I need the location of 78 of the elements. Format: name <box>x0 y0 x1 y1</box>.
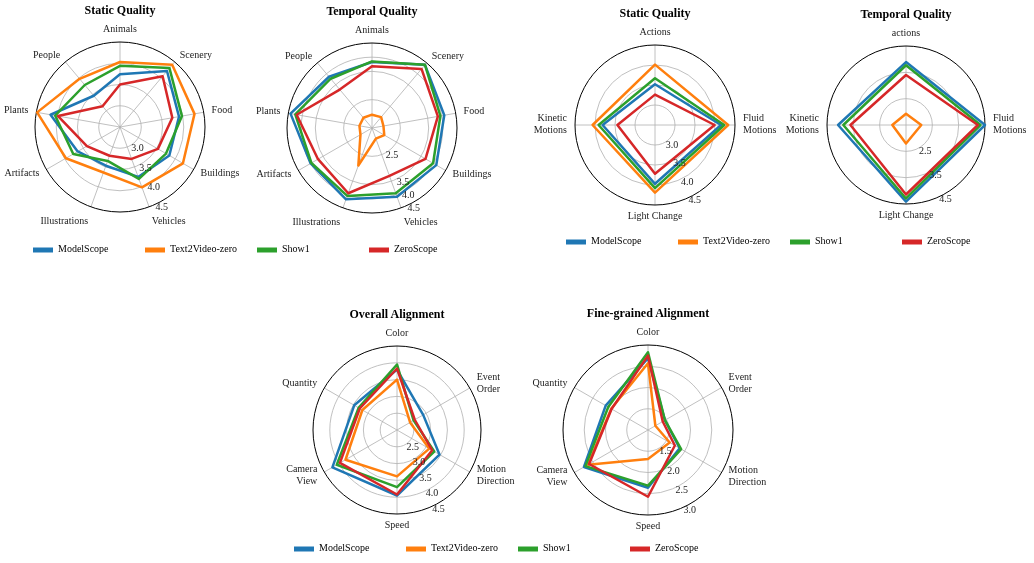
spoke-label: Kinetic Motions <box>785 112 820 136</box>
y-tick-label: 4.0 <box>680 175 694 187</box>
spoke-label: Plants <box>255 105 281 117</box>
spoke-label: Light Change <box>627 210 683 222</box>
spoke-label: Plants <box>3 104 29 116</box>
spoke-label: Motion Direction <box>476 463 515 487</box>
spoke-label: Fluid Motions <box>993 112 1027 136</box>
chart-title: Temporal Quality <box>860 7 952 21</box>
spoke-label: Fluid Motions <box>743 112 777 136</box>
chart-title: Temporal Quality <box>326 4 418 18</box>
spoke-label: Artifacts <box>256 167 292 179</box>
y-tick-label: 4.5 <box>688 194 702 206</box>
spoke-label: Color <box>385 327 410 339</box>
y-tick-label: 3.5 <box>139 161 152 173</box>
spoke-label: actions <box>891 27 921 39</box>
spoke-label: Animals <box>355 24 390 36</box>
spoke-label: Motion Direction <box>728 463 767 487</box>
legend-label: ZeroScope <box>927 235 971 247</box>
spoke-label: Event Order <box>728 370 753 394</box>
legend-label: Show1 <box>282 243 310 255</box>
spoke-label: Scenery <box>179 49 212 61</box>
y-tick-label: 4.0 <box>402 188 415 200</box>
legend-label: ModelScope <box>319 542 371 554</box>
y-tick-label: 3.5 <box>673 157 686 169</box>
y-tick-label: 3.0 <box>683 503 697 515</box>
chart-title: Static Quality <box>84 3 156 17</box>
spoke-label: Buildings <box>200 166 240 178</box>
y-tick-label: 2.5 <box>385 149 399 161</box>
y-tick-label: 2.5 <box>675 484 688 496</box>
spoke-label: Artifacts <box>4 166 40 178</box>
legend-label: Show1 <box>815 235 843 247</box>
spoke-label: Speed <box>384 519 410 531</box>
chart-title: Static Quality <box>619 6 691 20</box>
spoke-label: Kinetic Motions <box>533 112 568 136</box>
y-tick-label: 3.5 <box>396 175 410 187</box>
spoke-label: Vehicles <box>151 215 186 227</box>
y-tick-label: 4.5 <box>939 193 952 205</box>
y-tick-label: 3.5 <box>419 471 432 483</box>
y-tick-label: 4.0 <box>425 487 439 499</box>
y-tick-label: 4.0 <box>147 181 160 193</box>
legend-label: Text2Video-zero <box>703 235 771 247</box>
y-tick-label: 2.5 <box>406 440 419 452</box>
spoke-label: People <box>33 49 61 61</box>
y-tick-label: 4.5 <box>432 502 445 514</box>
spoke-label: Animals <box>103 23 138 35</box>
spoke-label: Quantity <box>282 377 318 389</box>
legend-label: ModelScope <box>58 243 110 255</box>
y-tick-label: 3.0 <box>131 141 144 153</box>
spoke-label: Camera View <box>536 463 569 487</box>
legend-label: ZeroScope <box>655 542 699 554</box>
spoke-label: Scenery <box>431 50 464 62</box>
spoke-label: Illustrations <box>292 216 341 228</box>
spoke-label: Camera View <box>286 463 319 487</box>
legend-label: ZeroScope <box>394 243 438 255</box>
spoke-label: Food <box>463 105 485 117</box>
legend-label: Text2Video-zero <box>170 243 238 255</box>
legend-label: Text2Video-zero <box>431 542 499 554</box>
spoke-label: Actions <box>639 26 671 38</box>
spoke-label: Color <box>636 326 661 338</box>
chart-title: Fine-grained Alignment <box>586 306 710 320</box>
spoke-label: Light Change <box>878 209 934 221</box>
legend-label: ModelScope <box>591 235 643 247</box>
y-tick-label: 2.5 <box>919 144 932 156</box>
spoke-label: Speed <box>635 520 661 532</box>
y-tick-label: 3.0 <box>665 138 679 150</box>
y-tick-label: 4.5 <box>407 201 421 213</box>
spoke-label: Vehicles <box>403 216 438 228</box>
spoke-label: Food <box>211 104 233 116</box>
spoke-label: People <box>285 50 313 62</box>
spoke-label: Event Order <box>476 371 501 395</box>
chart-title: Overall Alignment <box>349 307 445 321</box>
y-tick-label: 4.5 <box>155 200 169 212</box>
spoke-label: Buildings <box>452 167 492 179</box>
y-tick-label: 2.0 <box>667 464 680 476</box>
legend-label: Show1 <box>543 542 571 554</box>
spoke-label: Illustrations <box>40 215 89 227</box>
y-tick-label: 3.5 <box>929 168 942 180</box>
spoke-label: Quantity <box>532 376 568 388</box>
